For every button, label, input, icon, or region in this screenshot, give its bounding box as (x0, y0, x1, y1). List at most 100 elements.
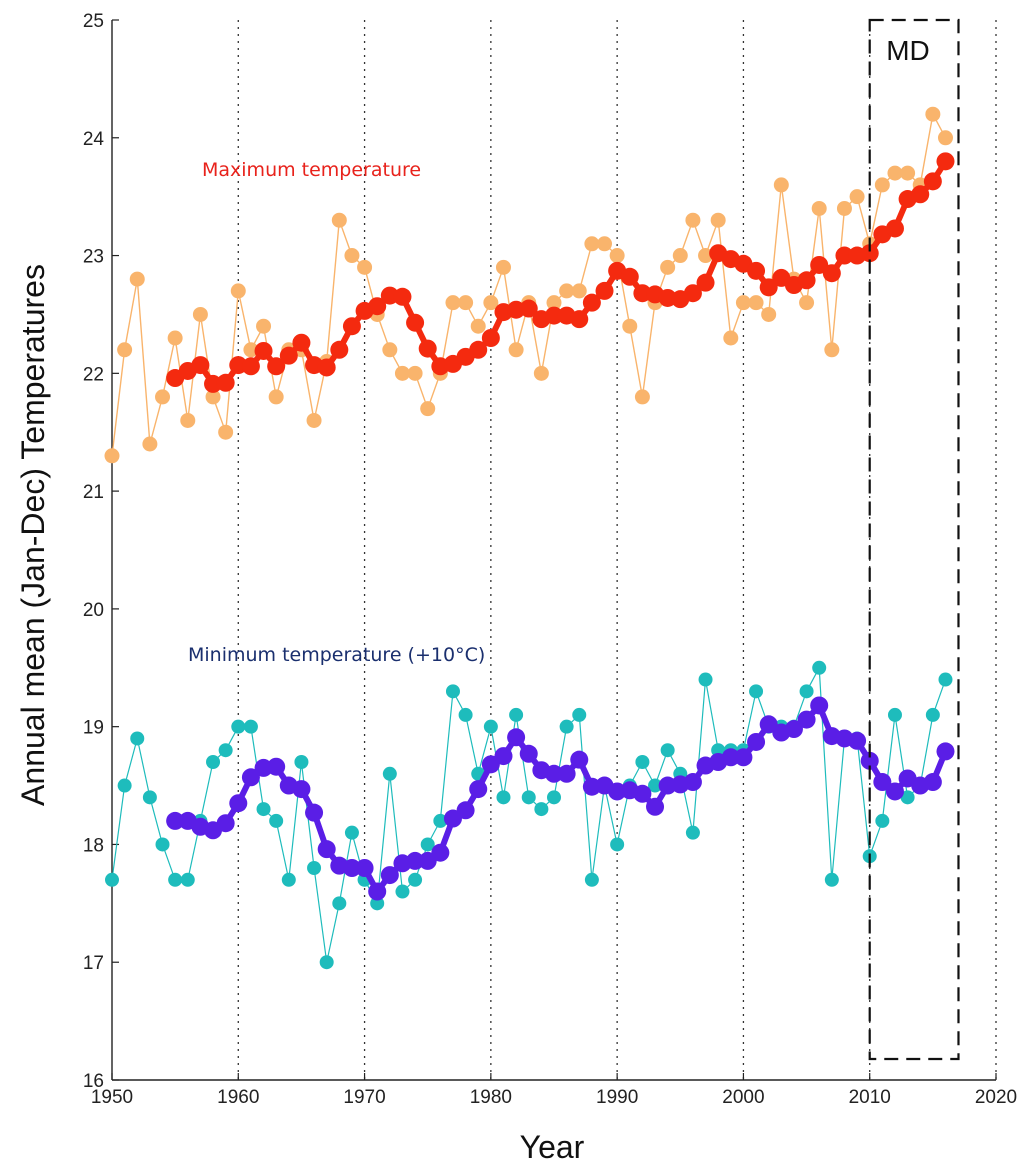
max-smooth-point (582, 293, 601, 312)
min-smooth-point (570, 750, 589, 769)
min-smooth-point (342, 859, 361, 877)
max-smooth-point (835, 246, 854, 265)
min-annual-point (521, 790, 536, 805)
max-annual-point (824, 342, 840, 358)
min-annual-point (635, 755, 650, 769)
max-smooth-point (216, 373, 235, 392)
max-smooth-point (620, 267, 639, 286)
max-smooth-point (368, 297, 387, 316)
max-annual-point (761, 306, 777, 322)
min-annual-point (281, 872, 296, 887)
max-annual-point (357, 259, 373, 275)
min-smooth-series (166, 696, 955, 901)
y-tick-label: 16 (83, 1071, 104, 1092)
max-annual-point (622, 318, 638, 334)
min-smooth-point (936, 742, 955, 761)
max-annual-point (533, 365, 549, 381)
max-smooth-point (406, 313, 425, 332)
max-smooth-point (393, 287, 412, 306)
min-smooth-point (317, 840, 336, 859)
min-smooth-point (734, 748, 753, 767)
min-smooth-point (545, 764, 563, 783)
min-annual-point (610, 837, 625, 852)
min-smooth-point (519, 744, 538, 763)
max-annual-point (218, 424, 234, 440)
min-annual-point (660, 743, 675, 758)
max-annual-point (597, 236, 613, 252)
min-annual-point (824, 872, 839, 887)
max-annual-point (937, 130, 953, 146)
max-annual-point (407, 365, 423, 381)
max-annual-point (660, 259, 676, 275)
max-smooth-point (267, 357, 286, 376)
max-annual-point (230, 283, 246, 299)
min-smooth-point (507, 728, 526, 747)
min-annual-point (206, 755, 221, 769)
min-annual-point (155, 837, 170, 852)
min-smooth-point (797, 710, 816, 729)
min-annual-point (584, 872, 599, 887)
min-annual-point (231, 719, 246, 734)
min-annual-point (408, 872, 423, 887)
max-smooth-point (545, 306, 563, 325)
min-annual-point (900, 790, 915, 805)
max-annual-point (306, 412, 322, 428)
y-tick-label: 19 (83, 718, 104, 739)
max-smooth-point (683, 284, 702, 303)
max-smooth-point (418, 339, 437, 358)
max-smooth-point (469, 340, 488, 359)
max-annual-point (900, 165, 916, 181)
min-annual-point (256, 802, 271, 817)
max-smooth-point (241, 357, 260, 376)
max-smooth-point (595, 281, 614, 300)
max-smooth-point (923, 172, 942, 191)
max-annual-point (445, 295, 461, 311)
min-smooth-point (406, 851, 425, 870)
max-smooth-point (519, 299, 538, 318)
max-annual-point (571, 283, 587, 299)
y-tick-label: 23 (83, 247, 104, 268)
max-annual-point (508, 342, 524, 358)
min-smooth-point (848, 731, 867, 750)
min-smooth-point (633, 784, 652, 803)
min-annual-point (433, 813, 448, 828)
max-annual-point (609, 248, 625, 264)
x-axis-title: Year (520, 1129, 585, 1165)
min-smooth-point (216, 814, 235, 833)
min-smooth-point (469, 780, 488, 799)
min-annual-point (925, 707, 940, 722)
min-smooth-point (229, 794, 248, 813)
min-smooth-point (355, 859, 374, 877)
min-annual-point (685, 825, 700, 840)
max-annual-point (382, 342, 398, 358)
min-annual-point (395, 884, 410, 899)
max-smooth-point (885, 219, 904, 238)
max-smooth-point (342, 317, 361, 336)
max-smooth-point (292, 333, 311, 352)
max-smooth-point (570, 310, 589, 329)
x-tick-label: 1980 (470, 1087, 512, 1108)
min-smooth-point (368, 882, 387, 901)
max-annual-point (117, 342, 133, 358)
max-annual-point (243, 342, 259, 358)
max-annual-point (192, 306, 208, 322)
min-annual-point (243, 719, 258, 734)
min-smooth-point (380, 866, 399, 885)
max-annual-point (887, 165, 903, 181)
min-annual-point (648, 778, 663, 793)
min-smooth-point (456, 801, 475, 820)
max-annual-point (205, 389, 221, 405)
min-annual-point (344, 825, 359, 840)
max-annual-point (470, 318, 486, 334)
max-annual-point (394, 365, 410, 381)
max-annual-point (268, 389, 284, 405)
min-annual-point (572, 707, 587, 722)
max-annual-point (483, 295, 499, 311)
max-smooth-point (822, 264, 841, 283)
min-annual-point (698, 672, 713, 687)
min-annual-point (534, 802, 549, 817)
max-annual-point (849, 189, 865, 205)
max-annual-point (256, 318, 272, 334)
min-annual-point (294, 755, 309, 769)
min-annual-point (812, 660, 827, 675)
